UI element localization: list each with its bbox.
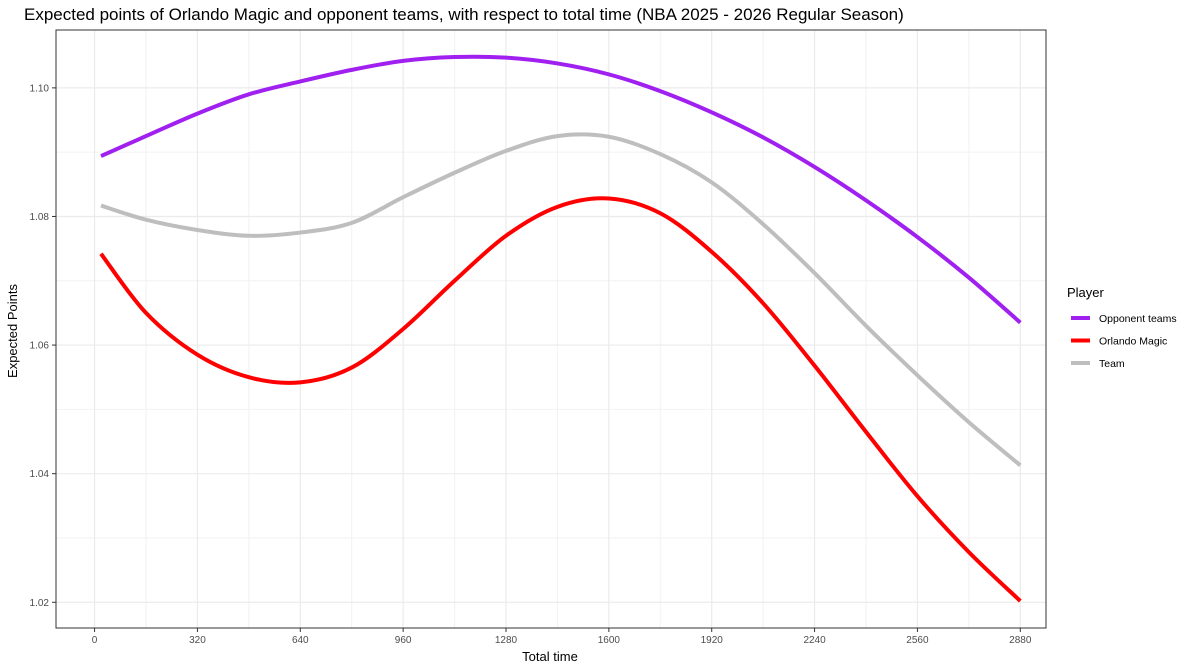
legend-item-label: Opponent teams <box>1099 313 1177 325</box>
x-tick-label: 960 <box>395 635 412 646</box>
x-tick-label: 0 <box>92 635 98 646</box>
legend-item-label: Team <box>1099 358 1125 370</box>
x-tick-label: 640 <box>292 635 309 646</box>
y-axis-ticks: 1.02 1.04 1.06 1.08 1.10 <box>30 83 56 609</box>
series-line-opponent-teams <box>100 54 1022 325</box>
x-tick-label: 2880 <box>1009 635 1032 646</box>
x-tick-label: 320 <box>189 635 206 646</box>
x-axis-ticks: 0 320 640 960 1280 1600 1920 2240 2560 2880 <box>92 628 1032 646</box>
x-tick-label: 1920 <box>701 635 724 646</box>
minor-gridlines <box>56 30 1046 628</box>
series-line-team <box>100 132 1022 467</box>
x-tick-label: 1280 <box>495 635 518 646</box>
legend-item-label: Orlando Magic <box>1099 336 1167 348</box>
legend-title: Player <box>1067 285 1105 300</box>
series-line-orlando-magic <box>99 196 1022 603</box>
y-tick-label: 1.08 <box>30 212 50 223</box>
x-tick-label: 1600 <box>598 635 621 646</box>
x-axis-label: Total time <box>522 649 578 664</box>
y-tick-label: 1.06 <box>30 341 50 352</box>
x-tick-label: 2560 <box>906 635 929 646</box>
y-tick-label: 1.04 <box>30 469 50 480</box>
plot-panel-border <box>55 29 1047 629</box>
legend: Player Opponent teams Orlando Magic Team <box>1067 285 1177 370</box>
x-tick-label: 2240 <box>803 635 826 646</box>
y-axis-label: Expected Points <box>5 284 20 378</box>
y-tick-label: 1.10 <box>30 83 50 94</box>
chart-title: Expected points of Orlando Magic and opp… <box>24 5 904 24</box>
series-lines <box>99 54 1022 603</box>
y-tick-label: 1.02 <box>30 598 50 609</box>
